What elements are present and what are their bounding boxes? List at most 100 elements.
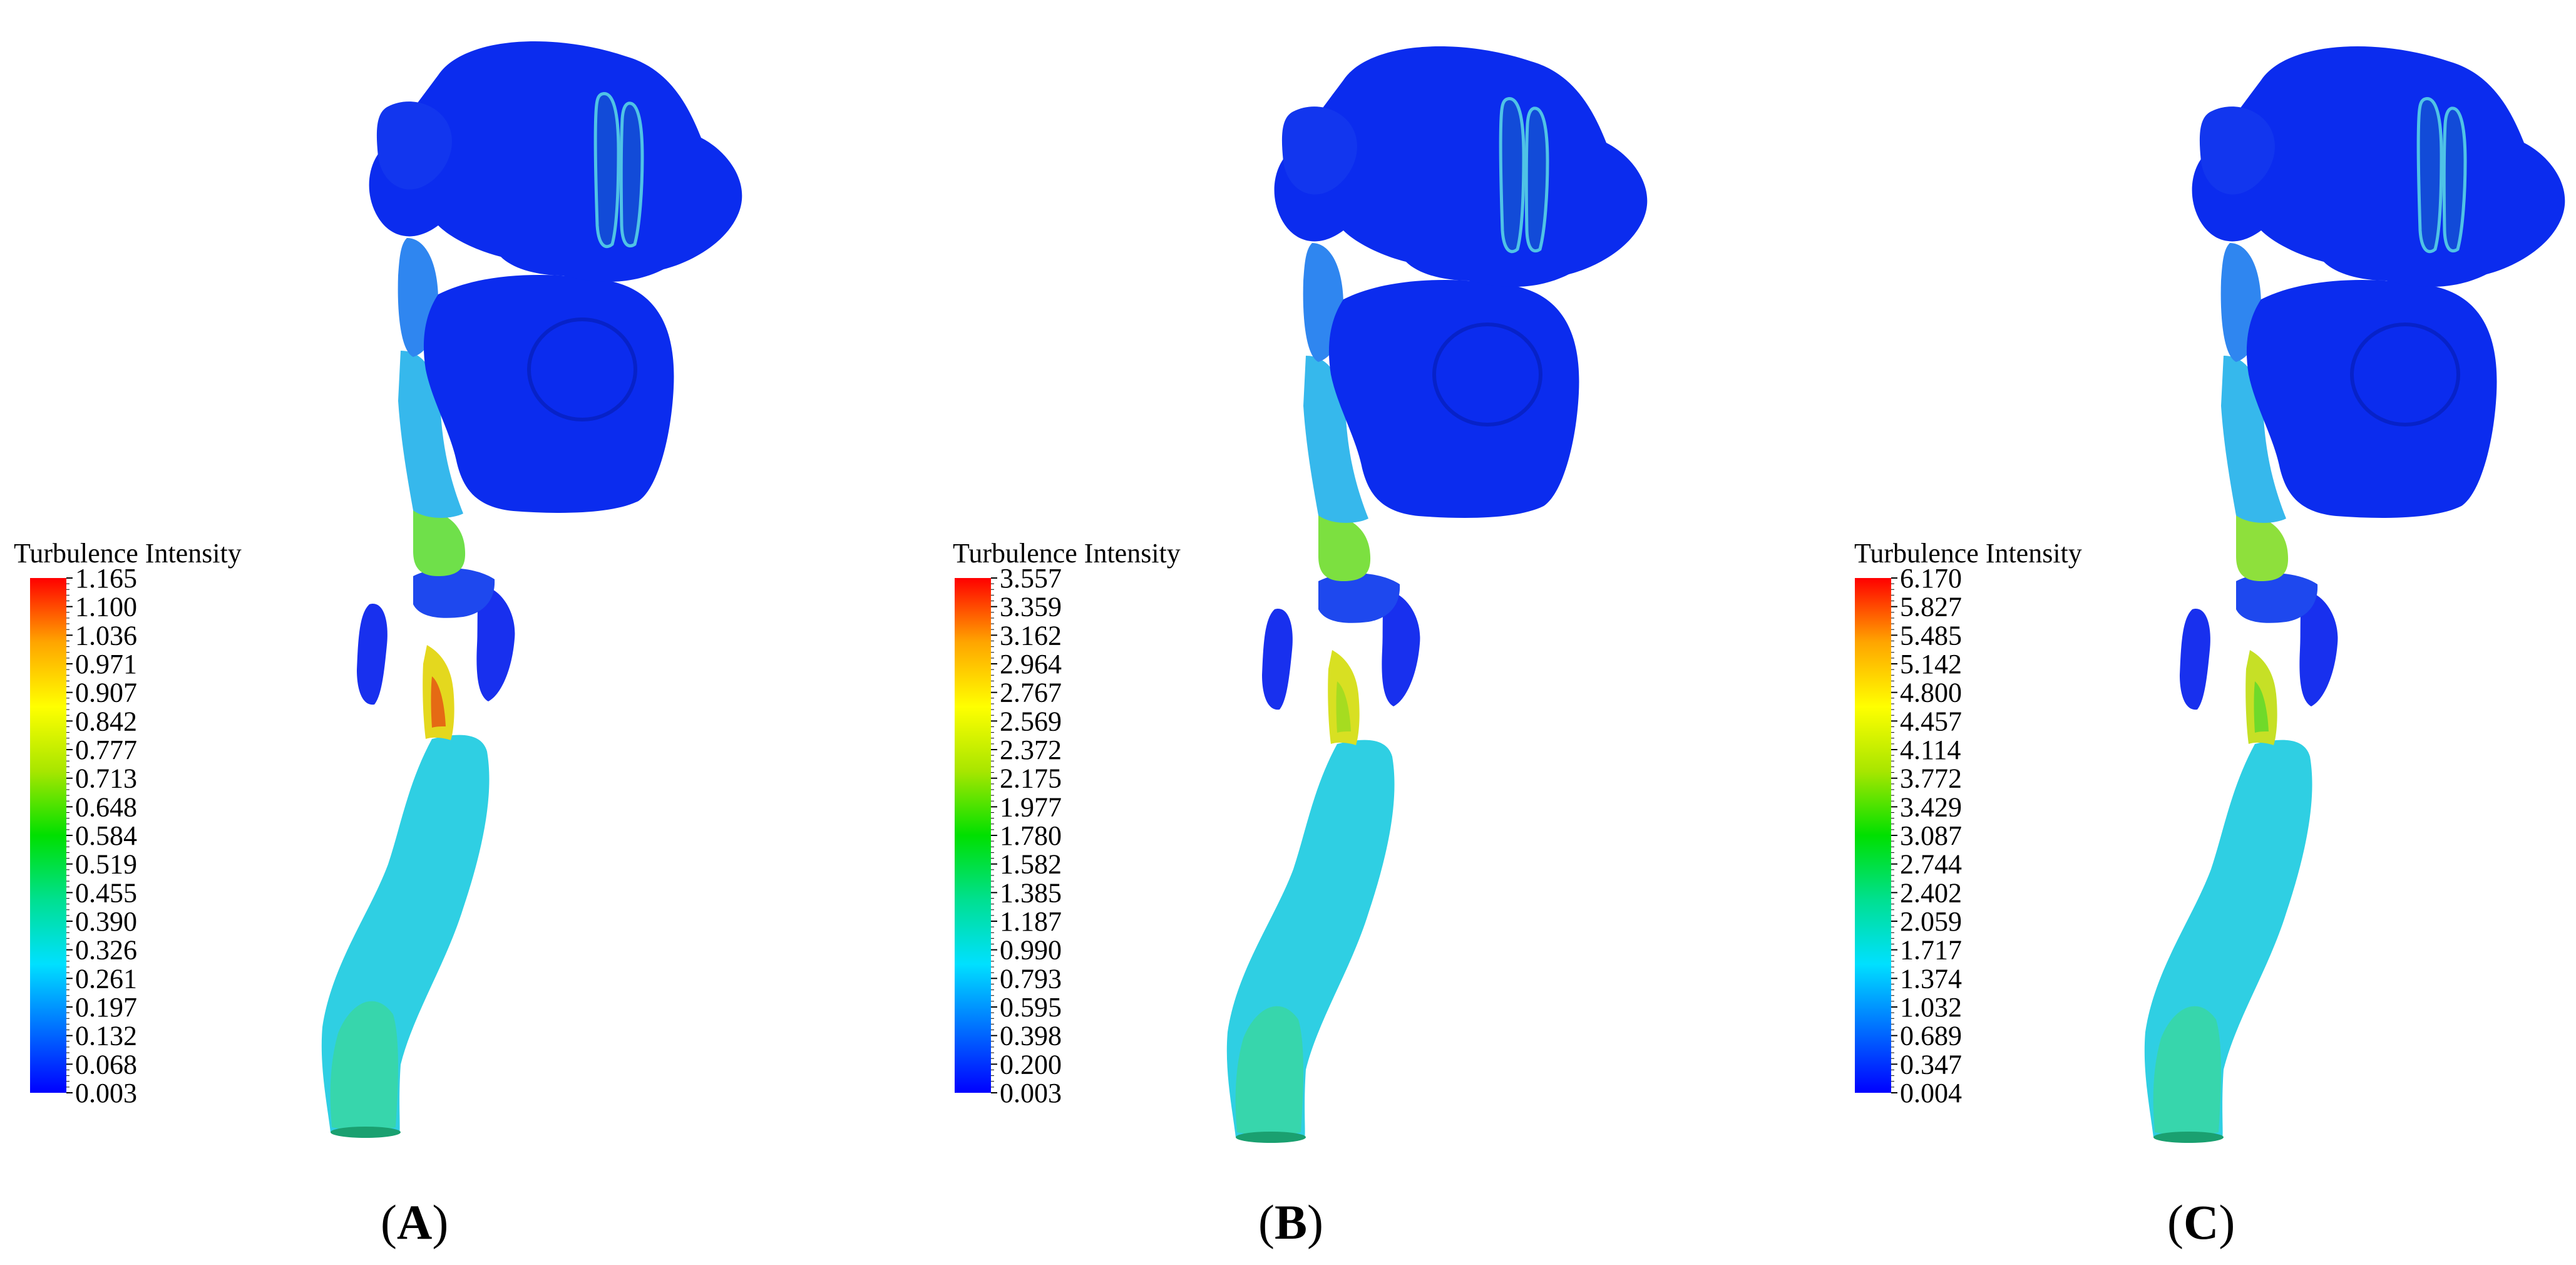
legend-title-a: Turbulence Intensity <box>14 538 242 569</box>
tick-label-a: 0.584 <box>75 820 137 851</box>
turbinate-1-b <box>1499 97 1526 254</box>
sinus-ring-a <box>527 318 637 421</box>
tick-label-a: 0.907 <box>75 678 137 708</box>
tick-label-b: 1.582 <box>1000 849 1062 880</box>
tick-label-c: 1.032 <box>1900 992 1962 1023</box>
larynx-core-b <box>1336 681 1351 733</box>
left-pouch-b <box>1262 609 1293 710</box>
tick-label-b: 0.003 <box>1000 1078 1062 1108</box>
tick-label-c: 6.170 <box>1900 563 1962 594</box>
panel-c: Turbulence Intensity 6.1705.8275.4855.14… <box>1854 46 2565 1249</box>
upper-pharynx-a <box>413 510 466 576</box>
colorbar-b <box>955 578 991 1093</box>
sinus-ring-c <box>2350 323 2460 426</box>
sinus-block-b <box>1328 279 1579 518</box>
tick-label-a: 0.003 <box>75 1078 137 1108</box>
tick-label-b: 0.595 <box>1000 992 1062 1023</box>
turbinate-2-a <box>619 101 644 248</box>
airway-model-c <box>2144 46 2565 1143</box>
tick-label-c: 3.772 <box>1900 763 1962 794</box>
tick-label-c: 3.429 <box>1900 792 1962 822</box>
larynx-core-a <box>431 676 446 728</box>
colorbar-c <box>1855 578 1891 1093</box>
left-pouch-a <box>357 604 387 705</box>
panel-label-c: (C) <box>2167 1195 2235 1249</box>
nasal-left-lobe-c <box>2199 106 2275 195</box>
tick-label-c: 5.827 <box>1900 592 1962 622</box>
pharynx-c <box>2221 356 2286 523</box>
tick-label-c: 0.689 <box>1900 1021 1962 1051</box>
tick-label-b: 0.200 <box>1000 1049 1062 1080</box>
upper-pharynx-b <box>1318 515 1371 581</box>
tick-label-a: 1.036 <box>75 620 137 651</box>
legend-title-c: Turbulence Intensity <box>1854 538 2082 569</box>
trachea-shading-b <box>1235 1006 1303 1136</box>
tick-label-a: 0.261 <box>75 963 137 994</box>
tick-label-b: 0.793 <box>1000 963 1062 994</box>
tick-label-a: 0.971 <box>75 649 137 679</box>
nasal-cluster-b <box>1274 46 1648 287</box>
sinus-block-a <box>423 274 674 513</box>
trachea-shading-c <box>2153 1006 2221 1136</box>
tick-label-c: 0.347 <box>1900 1049 1962 1080</box>
tick-label-c: 2.059 <box>1900 906 1962 937</box>
trachea-shading-a <box>330 1001 398 1131</box>
tick-label-c: 0.004 <box>1900 1078 1962 1108</box>
tick-label-c: 3.087 <box>1900 820 1962 851</box>
tick-label-b: 2.964 <box>1000 649 1062 679</box>
tick-label-c: 4.114 <box>1900 735 1961 765</box>
trachea-outlet-c <box>2153 1132 2224 1143</box>
tick-label-b: 2.372 <box>1000 735 1062 765</box>
right-pouch-b <box>1382 591 1420 706</box>
panel-b: Turbulence Intensity 3.5573.3593.1622.96… <box>953 46 1648 1249</box>
tick-label-c: 4.457 <box>1900 706 1962 736</box>
colorbar-a <box>30 578 66 1093</box>
turbinate-2-b <box>1524 106 1549 253</box>
trachea-outlet-a <box>331 1127 401 1138</box>
turbinate-2-c <box>2442 106 2467 253</box>
tick-label-b: 0.398 <box>1000 1021 1062 1051</box>
tick-label-b: 1.385 <box>1000 877 1062 908</box>
airway-model-a <box>321 41 742 1138</box>
tick-label-b: 2.175 <box>1000 763 1062 794</box>
turbinate-1-a <box>593 92 620 249</box>
tick-label-c: 4.800 <box>1900 678 1962 708</box>
right-pouch-a <box>476 586 515 701</box>
epiglottis-a <box>413 568 495 618</box>
tick-label-a: 0.068 <box>75 1049 137 1080</box>
tick-label-c: 2.744 <box>1900 849 1962 880</box>
sinus-ring-b <box>1432 323 1542 426</box>
nasal-cluster-a <box>369 41 742 282</box>
trachea-outlet-b <box>1236 1132 1306 1143</box>
right-pouch-c <box>2299 591 2338 706</box>
tick-label-b: 2.767 <box>1000 678 1062 708</box>
tick-label-b: 2.569 <box>1000 706 1062 736</box>
epiglottis-b <box>1318 573 1400 623</box>
nasal-cluster-c <box>2192 46 2565 287</box>
epiglottis-c <box>2236 573 2318 623</box>
larynx-core-c <box>2254 681 2269 733</box>
panel-label-a: (A) <box>381 1195 448 1249</box>
tick-label-b: 0.990 <box>1000 935 1062 966</box>
tick-label-b: 1.187 <box>1000 906 1062 937</box>
pharynx-b <box>1303 356 1368 523</box>
tick-label-a: 0.519 <box>75 849 137 880</box>
legend-title-b: Turbulence Intensity <box>953 538 1181 569</box>
tick-label-c: 2.402 <box>1900 877 1962 908</box>
tick-label-a: 1.165 <box>75 563 137 594</box>
upper-pharynx-c <box>2236 515 2289 581</box>
tick-label-a: 0.132 <box>75 1021 137 1051</box>
tick-label-c: 5.485 <box>1900 620 1962 651</box>
tick-label-b: 1.977 <box>1000 792 1062 822</box>
sinus-block-c <box>2246 279 2497 518</box>
left-pouch-c <box>2180 609 2210 710</box>
tick-label-a: 0.197 <box>75 992 137 1023</box>
tick-label-b: 3.359 <box>1000 592 1062 622</box>
tick-label-a: 0.842 <box>75 706 137 736</box>
tick-label-b: 3.162 <box>1000 620 1062 651</box>
tick-label-b: 1.780 <box>1000 820 1062 851</box>
tick-label-a: 0.326 <box>75 935 137 966</box>
turbinate-1-c <box>2416 97 2443 254</box>
tick-label-a: 0.713 <box>75 763 137 794</box>
